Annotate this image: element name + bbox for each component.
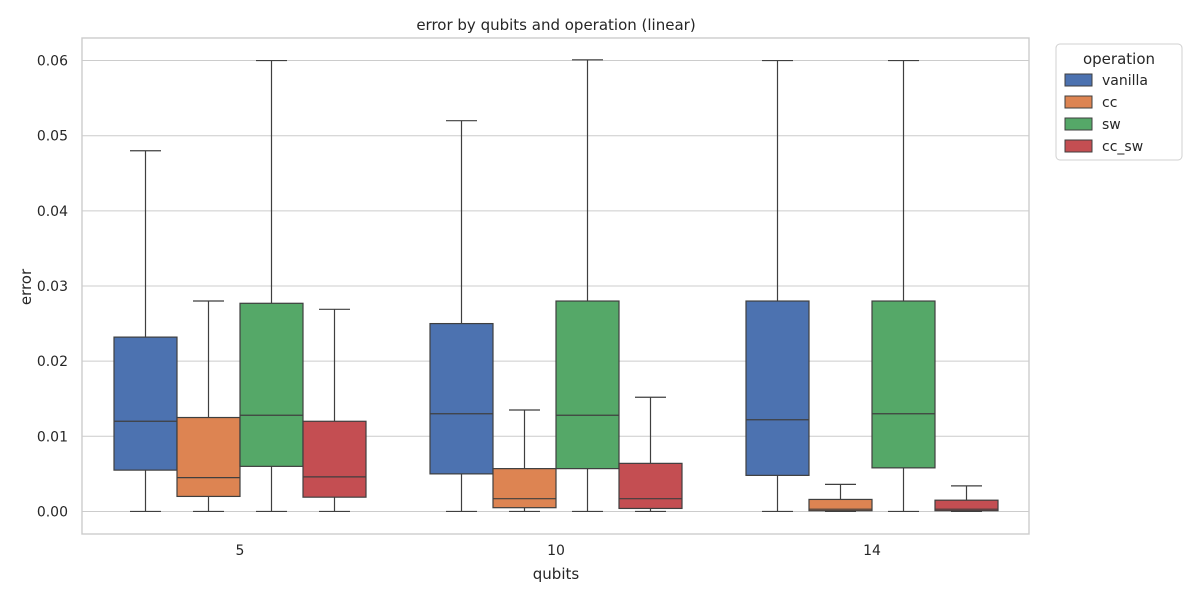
box-sw-10 (555, 59, 620, 513)
legend-label-cc_sw: cc_sw (1102, 139, 1143, 155)
chart-title: error by qubits and operation (linear) (416, 16, 695, 34)
box-body (871, 300, 936, 469)
plot-area: 0.00 0.01 0.02 0.03 0.04 0.05 0.06 5 10 14 (37, 37, 1030, 559)
box-sw-5 (239, 59, 304, 513)
x-tick-label: 14 (863, 543, 881, 559)
legend-swatch-cc (1064, 95, 1093, 109)
legend: operation vanilla cc sw cc_sw (1055, 43, 1183, 161)
y-tick-label: 0.02 (37, 354, 68, 370)
box-vanilla-14 (745, 59, 810, 513)
box-vanilla-10 (429, 120, 494, 513)
box-cc_sw-10 (618, 396, 683, 513)
box-body (429, 322, 494, 475)
y-tick-label: 0.05 (37, 129, 68, 145)
box-body (302, 420, 367, 498)
y-tick-label: 0.01 (37, 429, 68, 445)
box-vanilla-5 (113, 150, 178, 513)
box-cc-14 (808, 483, 873, 513)
y-tick-label: 0.06 (37, 54, 68, 70)
legend-title: operation (1083, 50, 1155, 68)
x-tick-label: 5 (236, 543, 245, 559)
box-cc_sw-14 (934, 485, 999, 513)
legend-label-vanilla: vanilla (1102, 73, 1148, 89)
box-cc-10 (492, 409, 557, 513)
box-body (618, 462, 683, 510)
box-body (745, 300, 810, 476)
y-tick-label: 0.04 (37, 204, 68, 220)
legend-label-sw: sw (1102, 117, 1121, 133)
box-cc-5 (176, 300, 241, 513)
legend-swatch-cc_sw (1064, 139, 1093, 153)
legend-swatch-vanilla (1064, 73, 1093, 87)
box-cc_sw-5 (302, 308, 367, 513)
box-body (808, 498, 873, 512)
legend-frame (1055, 43, 1183, 161)
box-body (113, 336, 178, 471)
plot-frame (81, 37, 1030, 535)
legend-label-cc: cc (1102, 95, 1117, 111)
x-tick-label: 10 (547, 543, 565, 559)
box-body (176, 416, 241, 498)
legend-swatch-sw (1064, 117, 1093, 131)
y-tick-label: 0.03 (37, 279, 68, 295)
x-axis-label: qubits (533, 565, 580, 583)
box-sw-14 (871, 59, 936, 513)
box-body (492, 468, 557, 509)
box-body (555, 300, 620, 470)
box-body (239, 302, 304, 467)
y-tick-label: 0.00 (37, 504, 68, 520)
y-axis-label: error (17, 268, 35, 305)
box-body (934, 499, 999, 512)
